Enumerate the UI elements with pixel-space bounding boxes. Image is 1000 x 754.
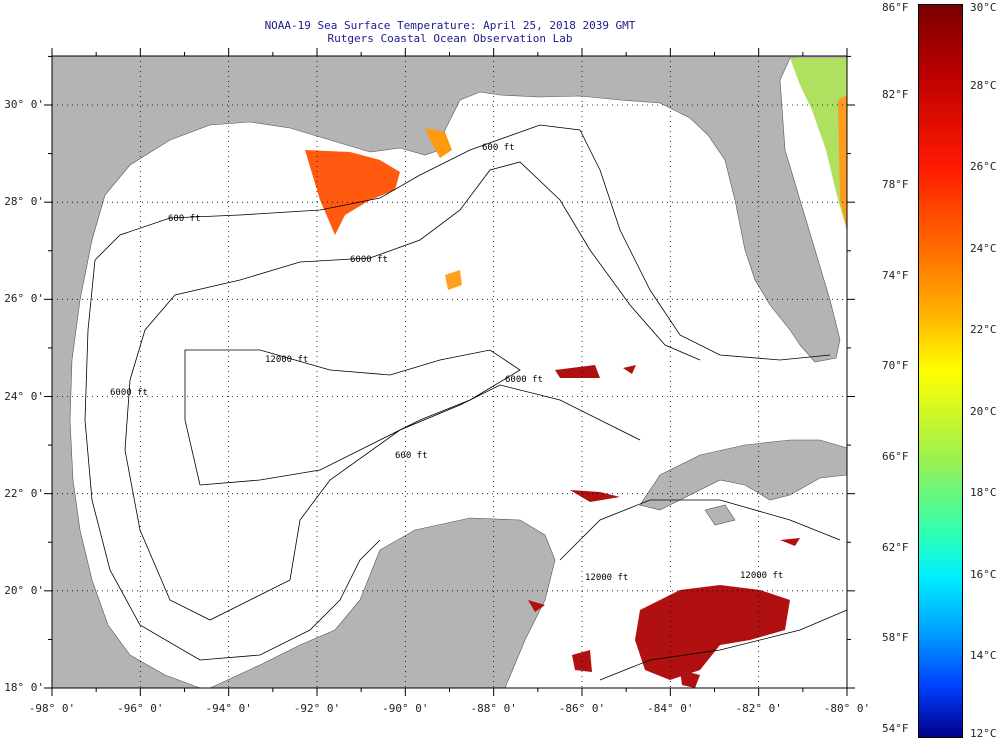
land-us-mexico xyxy=(51,55,848,689)
lat-label: 28° 0' xyxy=(4,195,44,209)
lat-label: 24° 0' xyxy=(4,389,44,403)
sst-patch-caribbean-7 xyxy=(780,538,800,546)
fahrenheit-label: 74°F xyxy=(882,268,909,282)
celsius-label: 14°C xyxy=(970,649,997,663)
contour-6000ft-2 xyxy=(124,379,641,621)
celsius-label: 18°C xyxy=(970,486,997,500)
contour-label: 12000 ft xyxy=(585,573,628,583)
lat-label: 26° 0' xyxy=(4,292,44,306)
map-title: NOAA-19 Sea Surface Temperature: April 2… xyxy=(264,19,636,32)
lon-label: -92° 0' xyxy=(293,702,341,715)
contour-label: 600 ft xyxy=(482,143,515,153)
contour-600ft xyxy=(94,124,831,361)
contour-label: 6000 ft xyxy=(350,255,388,265)
celsius-label: 30°C xyxy=(970,1,997,14)
contour-600ft-west xyxy=(84,259,381,661)
fahrenheit-label: 58°F xyxy=(882,631,909,645)
land-isle-of-youth xyxy=(704,504,736,526)
celsius-label: 28°C xyxy=(970,78,997,92)
map-frame xyxy=(51,55,848,689)
land-yucatan xyxy=(209,517,556,689)
contour-caribbean xyxy=(559,499,848,681)
sst-patch-offshore xyxy=(445,270,462,290)
lon-label: -90° 0' xyxy=(382,702,429,715)
fahrenheit-label: 54°F xyxy=(882,721,909,735)
sst-patch-florida-east xyxy=(790,58,847,230)
fahrenheit-label: 78°F xyxy=(882,178,909,192)
sst-patch-mobile xyxy=(425,128,452,158)
temperature-colorbar xyxy=(918,4,963,738)
sst-patch-caribbean-2 xyxy=(555,365,600,378)
celsius-label: 26°C xyxy=(970,160,997,174)
celsius-label: 12°C xyxy=(970,727,997,740)
lat-label: 30° 0' xyxy=(4,98,44,111)
contour-label: 12000 ft xyxy=(740,571,783,581)
fahrenheit-label: 70°F xyxy=(882,359,909,373)
lon-label: -80° 0' xyxy=(823,702,871,715)
bathymetry-contours xyxy=(84,124,848,681)
lon-label: -88° 0' xyxy=(470,702,517,715)
sst-patch-caribbean-4 xyxy=(528,600,545,612)
celsius-label: 24°C xyxy=(970,241,997,255)
lon-label: -86° 0' xyxy=(558,702,606,715)
fahrenheit-label: 82°F xyxy=(882,87,909,101)
celsius-label: 22°C xyxy=(970,323,997,337)
sst-patch-florida-east-orange xyxy=(838,95,847,230)
contour-label: 6000 ft xyxy=(505,375,543,385)
contour-label: 600 ft xyxy=(395,451,428,461)
contour-label: 12000 ft xyxy=(265,355,308,365)
sst-patch-caribbean-6 xyxy=(680,670,700,688)
lon-label: -98° 0' xyxy=(28,702,76,715)
sst-patch-caribbean-3 xyxy=(570,490,620,502)
lon-label: -82° 0' xyxy=(735,702,782,715)
celsius-label: 16°C xyxy=(970,567,997,581)
sst-patch-louisiana xyxy=(305,150,400,235)
celsius-label: 20°C xyxy=(970,404,997,418)
contour-6000ft xyxy=(129,161,701,381)
fahrenheit-label: 62°F xyxy=(882,540,909,554)
lat-label: 22° 0' xyxy=(4,486,44,500)
sst-patches xyxy=(305,58,847,688)
contour-label: 600 ft xyxy=(168,214,201,224)
contour-12000ft xyxy=(184,349,521,486)
contour-label: 6000 ft xyxy=(110,388,148,398)
lat-label: 18° 0' xyxy=(4,681,44,694)
fahrenheit-label: 86°F xyxy=(882,1,909,14)
lon-label: -94° 0' xyxy=(205,702,252,715)
lat-label: 20° 0' xyxy=(4,583,44,597)
fahrenheit-label: 66°F xyxy=(882,450,909,464)
lon-label: -84° 0' xyxy=(647,702,694,715)
map-subtitle: Rutgers Coastal Ocean Observation Lab xyxy=(327,32,573,45)
lon-label: -96° 0' xyxy=(117,702,164,715)
land-cuba xyxy=(639,439,848,511)
contour-labels: 600 ft 600 ft 600 ft 6000 ft 6000 ft 600… xyxy=(110,143,783,583)
sst-patch-caribbean-8 xyxy=(623,365,636,374)
